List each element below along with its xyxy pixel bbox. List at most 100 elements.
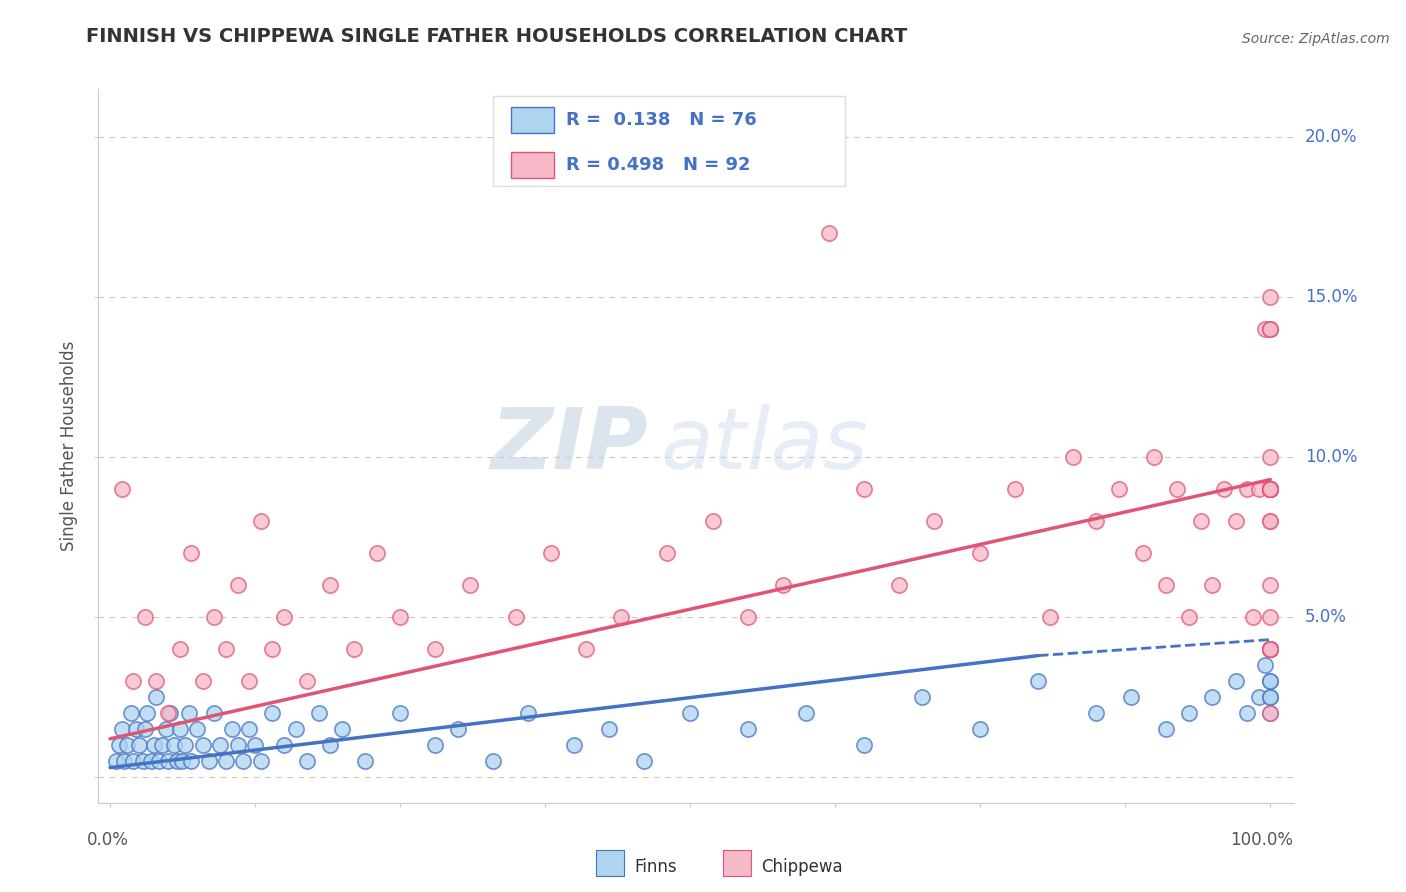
Point (1225, 674, 1247, 689)
Point (1225, 514, 1247, 528)
Point (204, 610, 226, 624)
Point (1258, 290, 1281, 304)
Point (1258, 690, 1281, 705)
Point (145, 690, 167, 705)
Point (122, 674, 145, 689)
Point (1026, 674, 1049, 689)
Point (238, 674, 260, 689)
Point (702, 514, 724, 528)
Point (1258, 482, 1281, 496)
Point (157, 754, 180, 768)
Point (818, 226, 841, 240)
Point (155, 722, 177, 736)
Point (1258, 482, 1281, 496)
FancyBboxPatch shape (510, 107, 554, 133)
Point (922, 514, 945, 528)
Point (284, 722, 307, 736)
Point (1258, 642, 1281, 657)
Y-axis label: Single Father Households: Single Father Households (60, 341, 79, 551)
Point (1253, 658, 1275, 673)
Point (1085, 514, 1108, 528)
Point (447, 722, 470, 736)
Point (180, 754, 202, 768)
Point (772, 578, 794, 592)
Point (112, 754, 135, 768)
Point (1189, 514, 1212, 528)
Point (969, 546, 991, 560)
Point (308, 706, 330, 721)
Point (117, 738, 139, 752)
Point (1258, 450, 1281, 465)
Point (1258, 482, 1281, 496)
Point (243, 738, 266, 752)
Point (221, 722, 243, 736)
Point (1258, 482, 1281, 496)
Point (598, 722, 620, 736)
Point (1258, 482, 1281, 496)
Point (633, 754, 655, 768)
Point (887, 578, 910, 592)
Point (159, 706, 181, 721)
Point (1258, 482, 1281, 496)
Point (157, 706, 180, 721)
Point (150, 738, 173, 752)
Point (1258, 610, 1281, 624)
Point (174, 738, 197, 752)
Point (1236, 482, 1258, 496)
Point (1258, 642, 1281, 657)
Point (250, 754, 273, 768)
Text: R =  0.138   N = 76: R = 0.138 N = 76 (565, 111, 756, 128)
Point (679, 706, 702, 721)
Text: atlas: atlas (661, 404, 868, 488)
Point (250, 514, 273, 528)
Point (139, 754, 162, 768)
Point (163, 738, 186, 752)
Point (343, 642, 366, 657)
Point (1143, 450, 1166, 465)
Text: 10.0%: 10.0% (1305, 448, 1357, 467)
Point (1247, 482, 1270, 496)
Point (423, 738, 446, 752)
Point (1258, 642, 1281, 657)
Point (1258, 642, 1281, 657)
Point (1253, 322, 1275, 336)
Point (191, 674, 214, 689)
Point (1258, 642, 1281, 657)
Point (737, 722, 759, 736)
Point (540, 546, 562, 560)
Point (1258, 482, 1281, 496)
Point (297, 674, 319, 689)
Point (1212, 482, 1234, 496)
Point (1258, 482, 1281, 496)
Point (319, 578, 342, 592)
Point (145, 674, 167, 689)
Point (482, 754, 505, 768)
Point (134, 722, 156, 736)
Point (1258, 482, 1281, 496)
Point (1258, 690, 1281, 705)
Point (1258, 706, 1281, 721)
Point (262, 642, 284, 657)
Point (1258, 322, 1281, 336)
Point (794, 706, 817, 721)
Point (1154, 578, 1177, 592)
Point (226, 738, 249, 752)
Point (1258, 674, 1281, 689)
Point (1258, 642, 1281, 657)
Point (204, 706, 226, 721)
Text: 20.0%: 20.0% (1305, 128, 1357, 146)
Point (1108, 482, 1130, 496)
Text: 5.0%: 5.0% (1305, 608, 1347, 626)
FancyBboxPatch shape (510, 152, 554, 178)
Point (911, 690, 934, 705)
Point (226, 578, 249, 592)
Point (1154, 722, 1177, 736)
Point (969, 722, 991, 736)
Point (128, 738, 150, 752)
Point (458, 578, 481, 592)
Point (1258, 482, 1281, 496)
Point (111, 722, 134, 736)
Point (148, 754, 170, 768)
Point (143, 738, 166, 752)
Text: 15.0%: 15.0% (1305, 288, 1357, 306)
